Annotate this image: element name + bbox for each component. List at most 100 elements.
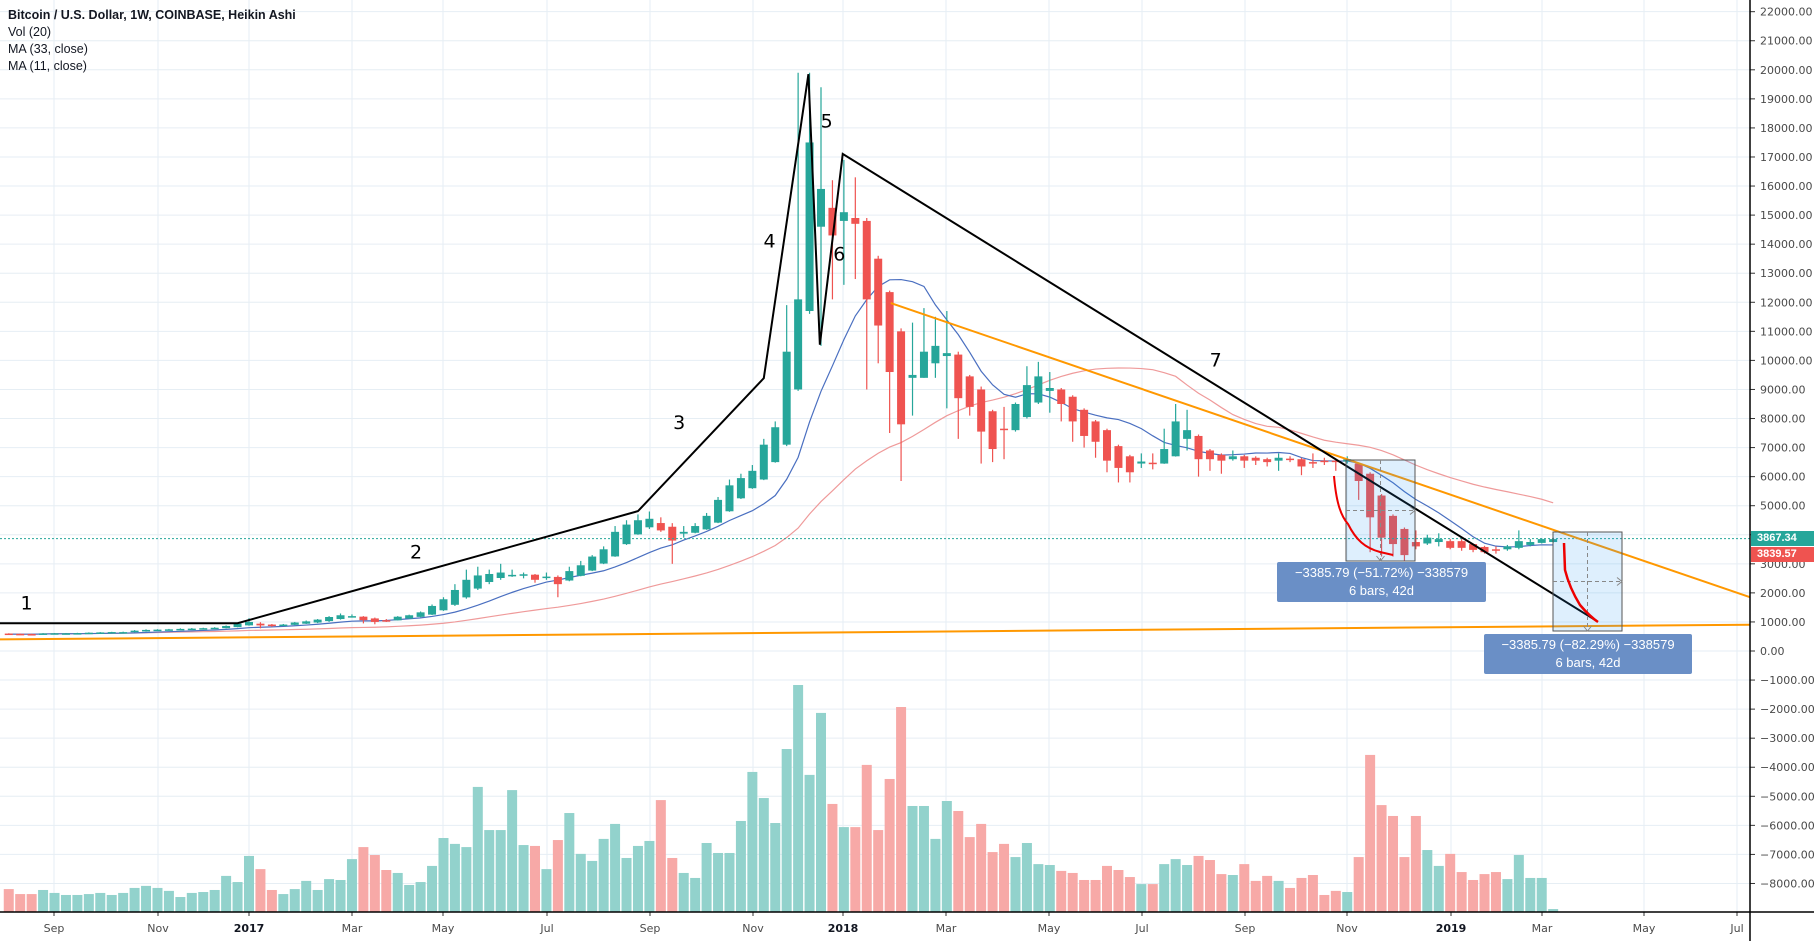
drawings[interactable]: 1 2 3 4 5 6 7 — [0, 74, 1751, 641]
x-tick-label: Jul — [1729, 922, 1743, 935]
candle-body — [771, 427, 780, 463]
x-tick-label: Sep — [44, 922, 65, 935]
volume-bar — [1010, 857, 1021, 912]
y-tick-label: 19000.00 — [1760, 93, 1813, 106]
volume-bar — [1147, 884, 1158, 912]
candle-body — [359, 616, 368, 621]
y-tick-label: −8000.00 — [1760, 877, 1814, 890]
chart-legend: Bitcoin / U.S. Dollar, 1W, COINBASE, Hei… — [8, 7, 296, 75]
candle-body — [1469, 544, 1478, 550]
volume-bar — [26, 894, 37, 912]
volume-bar — [930, 838, 941, 912]
volume-bar — [1296, 877, 1307, 912]
volume-bar — [358, 847, 369, 912]
arrow-down-icon — [1583, 625, 1592, 632]
candle-body — [668, 526, 677, 541]
candle-body — [119, 632, 128, 634]
volume-bar — [449, 843, 460, 912]
candle-body — [1091, 421, 1100, 442]
volume-bar — [598, 838, 609, 912]
candle-body — [805, 142, 814, 311]
last-price-tag: 3867.34 — [1751, 531, 1814, 546]
candle-body — [1160, 449, 1169, 464]
time-axis[interactable]: Sep Nov 2017 Mar May Jul Sep Nov 2018 Mar May Jul Se… — [0, 911, 1814, 935]
volume-bar — [735, 820, 746, 912]
candle-body — [1446, 541, 1455, 548]
volume-bar — [1102, 865, 1112, 912]
legend-ma33[interactable]: MA (33, close) — [8, 42, 88, 56]
y-tick-label: 9000.00 — [1760, 383, 1806, 396]
candle-body — [176, 628, 185, 631]
candle-body — [4, 633, 13, 636]
y-tick-label: 21000.00 — [1760, 35, 1813, 48]
volume-bar — [369, 855, 380, 912]
volume-bar — [244, 855, 254, 912]
volume-bar — [873, 830, 884, 912]
volume-bar — [335, 879, 346, 912]
volume-bar — [278, 894, 289, 912]
candle-body — [1080, 409, 1089, 436]
candle-body — [519, 574, 528, 576]
candle-body — [16, 633, 25, 636]
volume-bar — [1479, 874, 1490, 912]
candle-body — [1457, 541, 1466, 548]
candle-body — [1389, 515, 1397, 545]
candle-body — [405, 615, 414, 619]
volume-bar — [1136, 884, 1147, 912]
candle-body — [679, 531, 688, 534]
candle-body — [1286, 458, 1295, 461]
volume-bar — [1433, 865, 1444, 912]
x-tick-label: 2019 — [1436, 922, 1467, 935]
candle-body — [656, 523, 665, 531]
volume-bar — [987, 852, 998, 912]
volume-bar — [1376, 805, 1387, 912]
volume-bar — [758, 798, 769, 912]
volume-bar — [1113, 870, 1124, 912]
candle-body — [531, 574, 539, 580]
candle-body — [508, 574, 517, 577]
volume-bar — [644, 840, 655, 912]
y-tick-label: 0.00 — [1760, 645, 1785, 658]
measurement-label-1: −3385.79 (−51.72%) −338579 6 bars, 42d — [1277, 562, 1486, 602]
legend-volume[interactable]: Vol (20) — [8, 25, 52, 39]
volume-bar — [415, 882, 426, 912]
candle-body — [1354, 463, 1363, 481]
candle-body — [714, 499, 723, 523]
candle-body — [1480, 546, 1489, 553]
candle-body — [347, 616, 356, 618]
candle-body — [267, 624, 276, 627]
volume-bar — [678, 872, 689, 912]
candle-body — [1137, 461, 1146, 464]
volume-bar — [1090, 879, 1101, 912]
symbol-title[interactable]: Bitcoin / U.S. Dollar, 1W, COINBASE, Hei… — [8, 8, 296, 22]
x-tick-label: Sep — [640, 922, 661, 935]
volume-bar — [1513, 855, 1524, 912]
x-tick-label: May — [1633, 922, 1656, 935]
elliott-wave-lines — [0, 74, 1598, 625]
volume-bar — [690, 877, 701, 912]
projection-curve-2 — [1562, 542, 1599, 624]
volume-bar — [1490, 872, 1501, 912]
volume-bar — [83, 894, 94, 912]
candle-body — [759, 444, 768, 480]
volume-bar — [1182, 865, 1193, 912]
volume-bar — [312, 889, 323, 912]
volume-bar — [1273, 880, 1284, 912]
y-tick-label: −1000.00 — [1760, 674, 1814, 687]
candle-body — [142, 629, 151, 632]
candle-body — [1320, 460, 1329, 463]
candle-body — [736, 478, 745, 499]
volume-bar — [1536, 877, 1547, 912]
volume-bar — [324, 879, 335, 912]
legend-ma11[interactable]: MA (11, close) — [8, 59, 87, 73]
price-axis[interactable]: 22000.00 21000.00 20000.00 19000.00 18000.00… — [1749, 0, 1814, 941]
volume-bar — [632, 845, 643, 912]
volume-bar — [1388, 815, 1398, 912]
volume-bar — [495, 830, 506, 912]
candle-body — [382, 620, 391, 622]
candle-body — [965, 376, 974, 407]
candle-body — [1491, 549, 1500, 551]
candle-body — [874, 258, 883, 326]
measurement-1-change: −3385.79 (−51.72%) −338579 — [1294, 565, 1469, 580]
